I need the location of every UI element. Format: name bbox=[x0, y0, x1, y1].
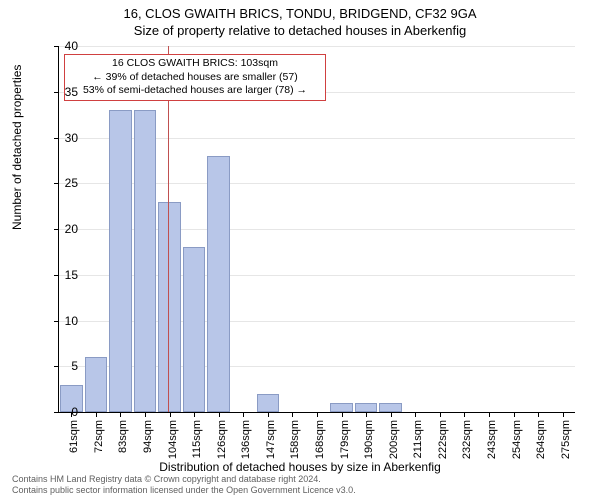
ytick-label: 25 bbox=[48, 176, 78, 190]
xtick-mark bbox=[96, 412, 97, 417]
bar bbox=[257, 394, 280, 412]
bar bbox=[330, 403, 353, 412]
xtick-mark bbox=[366, 412, 367, 417]
bar bbox=[85, 357, 108, 412]
ytick-label: 30 bbox=[48, 131, 78, 145]
xtick-label: 275sqm bbox=[560, 420, 572, 464]
ytick-label: 20 bbox=[48, 222, 78, 236]
xtick-mark bbox=[464, 412, 465, 417]
xtick-label: 243sqm bbox=[486, 420, 498, 464]
title-subtitle: Size of property relative to detached ho… bbox=[0, 21, 600, 38]
footer-credits: Contains HM Land Registry data © Crown c… bbox=[12, 474, 356, 496]
xtick-mark bbox=[292, 412, 293, 417]
plot-region bbox=[58, 46, 575, 413]
annotation-line2: ← 39% of detached houses are smaller (57… bbox=[69, 71, 321, 85]
y-axis-label: Number of detached properties bbox=[10, 65, 24, 230]
xtick-label: 179sqm bbox=[339, 420, 351, 464]
ytick-label: 35 bbox=[48, 85, 78, 99]
bar bbox=[158, 202, 181, 412]
bar bbox=[183, 247, 206, 412]
xtick-label: 264sqm bbox=[535, 420, 547, 464]
xtick-mark bbox=[538, 412, 539, 417]
xtick-label: 232sqm bbox=[461, 420, 473, 464]
ytick-label: 5 bbox=[48, 359, 78, 373]
annotation-box: 16 CLOS GWAITH BRICS: 103sqm ← 39% of de… bbox=[64, 54, 326, 101]
bar bbox=[355, 403, 378, 412]
xtick-mark bbox=[563, 412, 564, 417]
xtick-label: 136sqm bbox=[240, 420, 252, 464]
ytick-label: 0 bbox=[48, 405, 78, 419]
footer-line1: Contains HM Land Registry data © Crown c… bbox=[12, 474, 356, 485]
bar bbox=[109, 110, 132, 412]
xtick-label: 168sqm bbox=[314, 420, 326, 464]
xtick-label: 211sqm bbox=[412, 420, 424, 464]
xtick-label: 115sqm bbox=[191, 420, 203, 464]
annotation-line1: 16 CLOS GWAITH BRICS: 103sqm bbox=[69, 57, 321, 71]
xtick-mark bbox=[170, 412, 171, 417]
xtick-label: 72sqm bbox=[93, 420, 105, 464]
xtick-label: 147sqm bbox=[265, 420, 277, 464]
footer-line2: Contains public sector information licen… bbox=[12, 485, 356, 496]
bar bbox=[134, 110, 157, 412]
xtick-mark bbox=[120, 412, 121, 417]
xtick-mark bbox=[145, 412, 146, 417]
ytick-label: 40 bbox=[48, 39, 78, 53]
title-address: 16, CLOS GWAITH BRICS, TONDU, BRIDGEND, … bbox=[0, 0, 600, 21]
ytick-label: 10 bbox=[48, 314, 78, 328]
xtick-mark bbox=[194, 412, 195, 417]
xtick-label: 83sqm bbox=[117, 420, 129, 464]
bar bbox=[379, 403, 402, 412]
xtick-mark bbox=[342, 412, 343, 417]
bar bbox=[207, 156, 230, 412]
xtick-mark bbox=[415, 412, 416, 417]
chart-area: 16 CLOS GWAITH BRICS: 103sqm ← 39% of de… bbox=[58, 46, 574, 412]
xtick-label: 104sqm bbox=[167, 420, 179, 464]
xtick-mark bbox=[317, 412, 318, 417]
chart-container: 16, CLOS GWAITH BRICS, TONDU, BRIDGEND, … bbox=[0, 0, 600, 500]
xtick-mark bbox=[268, 412, 269, 417]
xtick-label: 254sqm bbox=[511, 420, 523, 464]
annotation-line3: 53% of semi-detached houses are larger (… bbox=[69, 84, 321, 98]
xtick-label: 61sqm bbox=[68, 420, 80, 464]
xtick-mark bbox=[243, 412, 244, 417]
xtick-mark bbox=[391, 412, 392, 417]
xtick-label: 222sqm bbox=[437, 420, 449, 464]
ytick-label: 15 bbox=[48, 268, 78, 282]
xtick-label: 94sqm bbox=[142, 420, 154, 464]
xtick-mark bbox=[219, 412, 220, 417]
xtick-label: 200sqm bbox=[388, 420, 400, 464]
xtick-label: 158sqm bbox=[289, 420, 301, 464]
gridline bbox=[59, 46, 575, 47]
xtick-mark bbox=[440, 412, 441, 417]
xtick-label: 126sqm bbox=[216, 420, 228, 464]
xtick-label: 190sqm bbox=[363, 420, 375, 464]
xtick-mark bbox=[514, 412, 515, 417]
xtick-mark bbox=[489, 412, 490, 417]
